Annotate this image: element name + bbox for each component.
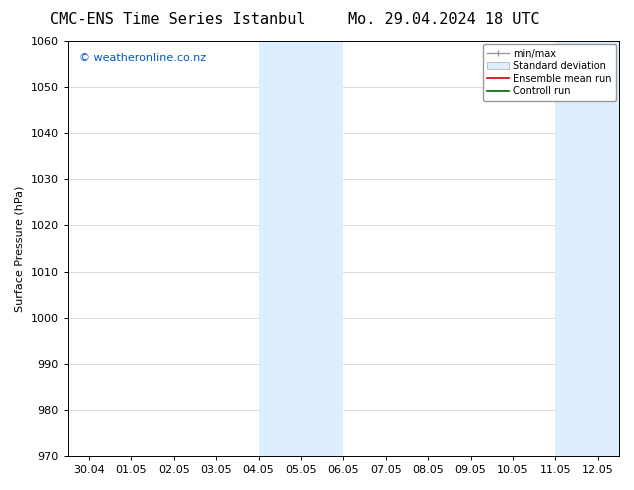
Bar xyxy=(555,41,619,456)
Bar xyxy=(259,41,344,456)
Text: Mo. 29.04.2024 18 UTC: Mo. 29.04.2024 18 UTC xyxy=(348,12,540,27)
Legend: min/max, Standard deviation, Ensemble mean run, Controll run: min/max, Standard deviation, Ensemble me… xyxy=(482,44,616,101)
Text: CMC-ENS Time Series Istanbul: CMC-ENS Time Series Istanbul xyxy=(50,12,305,27)
Text: © weatheronline.co.nz: © weatheronline.co.nz xyxy=(79,53,206,64)
Y-axis label: Surface Pressure (hPa): Surface Pressure (hPa) xyxy=(15,185,25,312)
